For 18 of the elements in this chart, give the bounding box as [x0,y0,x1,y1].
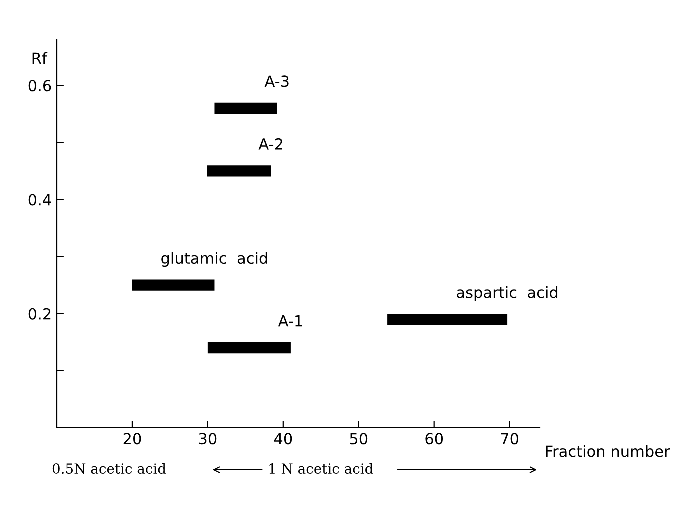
series-label: glutamic acid [162,252,268,268]
x-axis-title: Fraction number [546,445,670,458]
x-tick-label: 20 [124,433,142,445]
series-label: A-3 [264,76,289,88]
x-tick-label: 30 [199,433,217,445]
y-tick-label: 0.6 [28,80,52,92]
series-label: A-2 [258,138,282,150]
x-tick-label: 70 [501,433,519,445]
x-tick-label: 60 [426,433,444,445]
y-tick-label: 0.2 [28,308,51,320]
series-label: aspartic acid [457,286,558,302]
x-tick-label: 40 [274,433,292,445]
text: 1 N acetic acid [270,463,374,474]
y-tick-label: 0.4 [28,194,52,206]
text: 0.5N acetic acid [52,463,166,474]
y-axis-title: Rf [32,52,48,64]
x-tick-label: 50 [350,433,368,445]
series-label: A-1 [278,316,302,327]
